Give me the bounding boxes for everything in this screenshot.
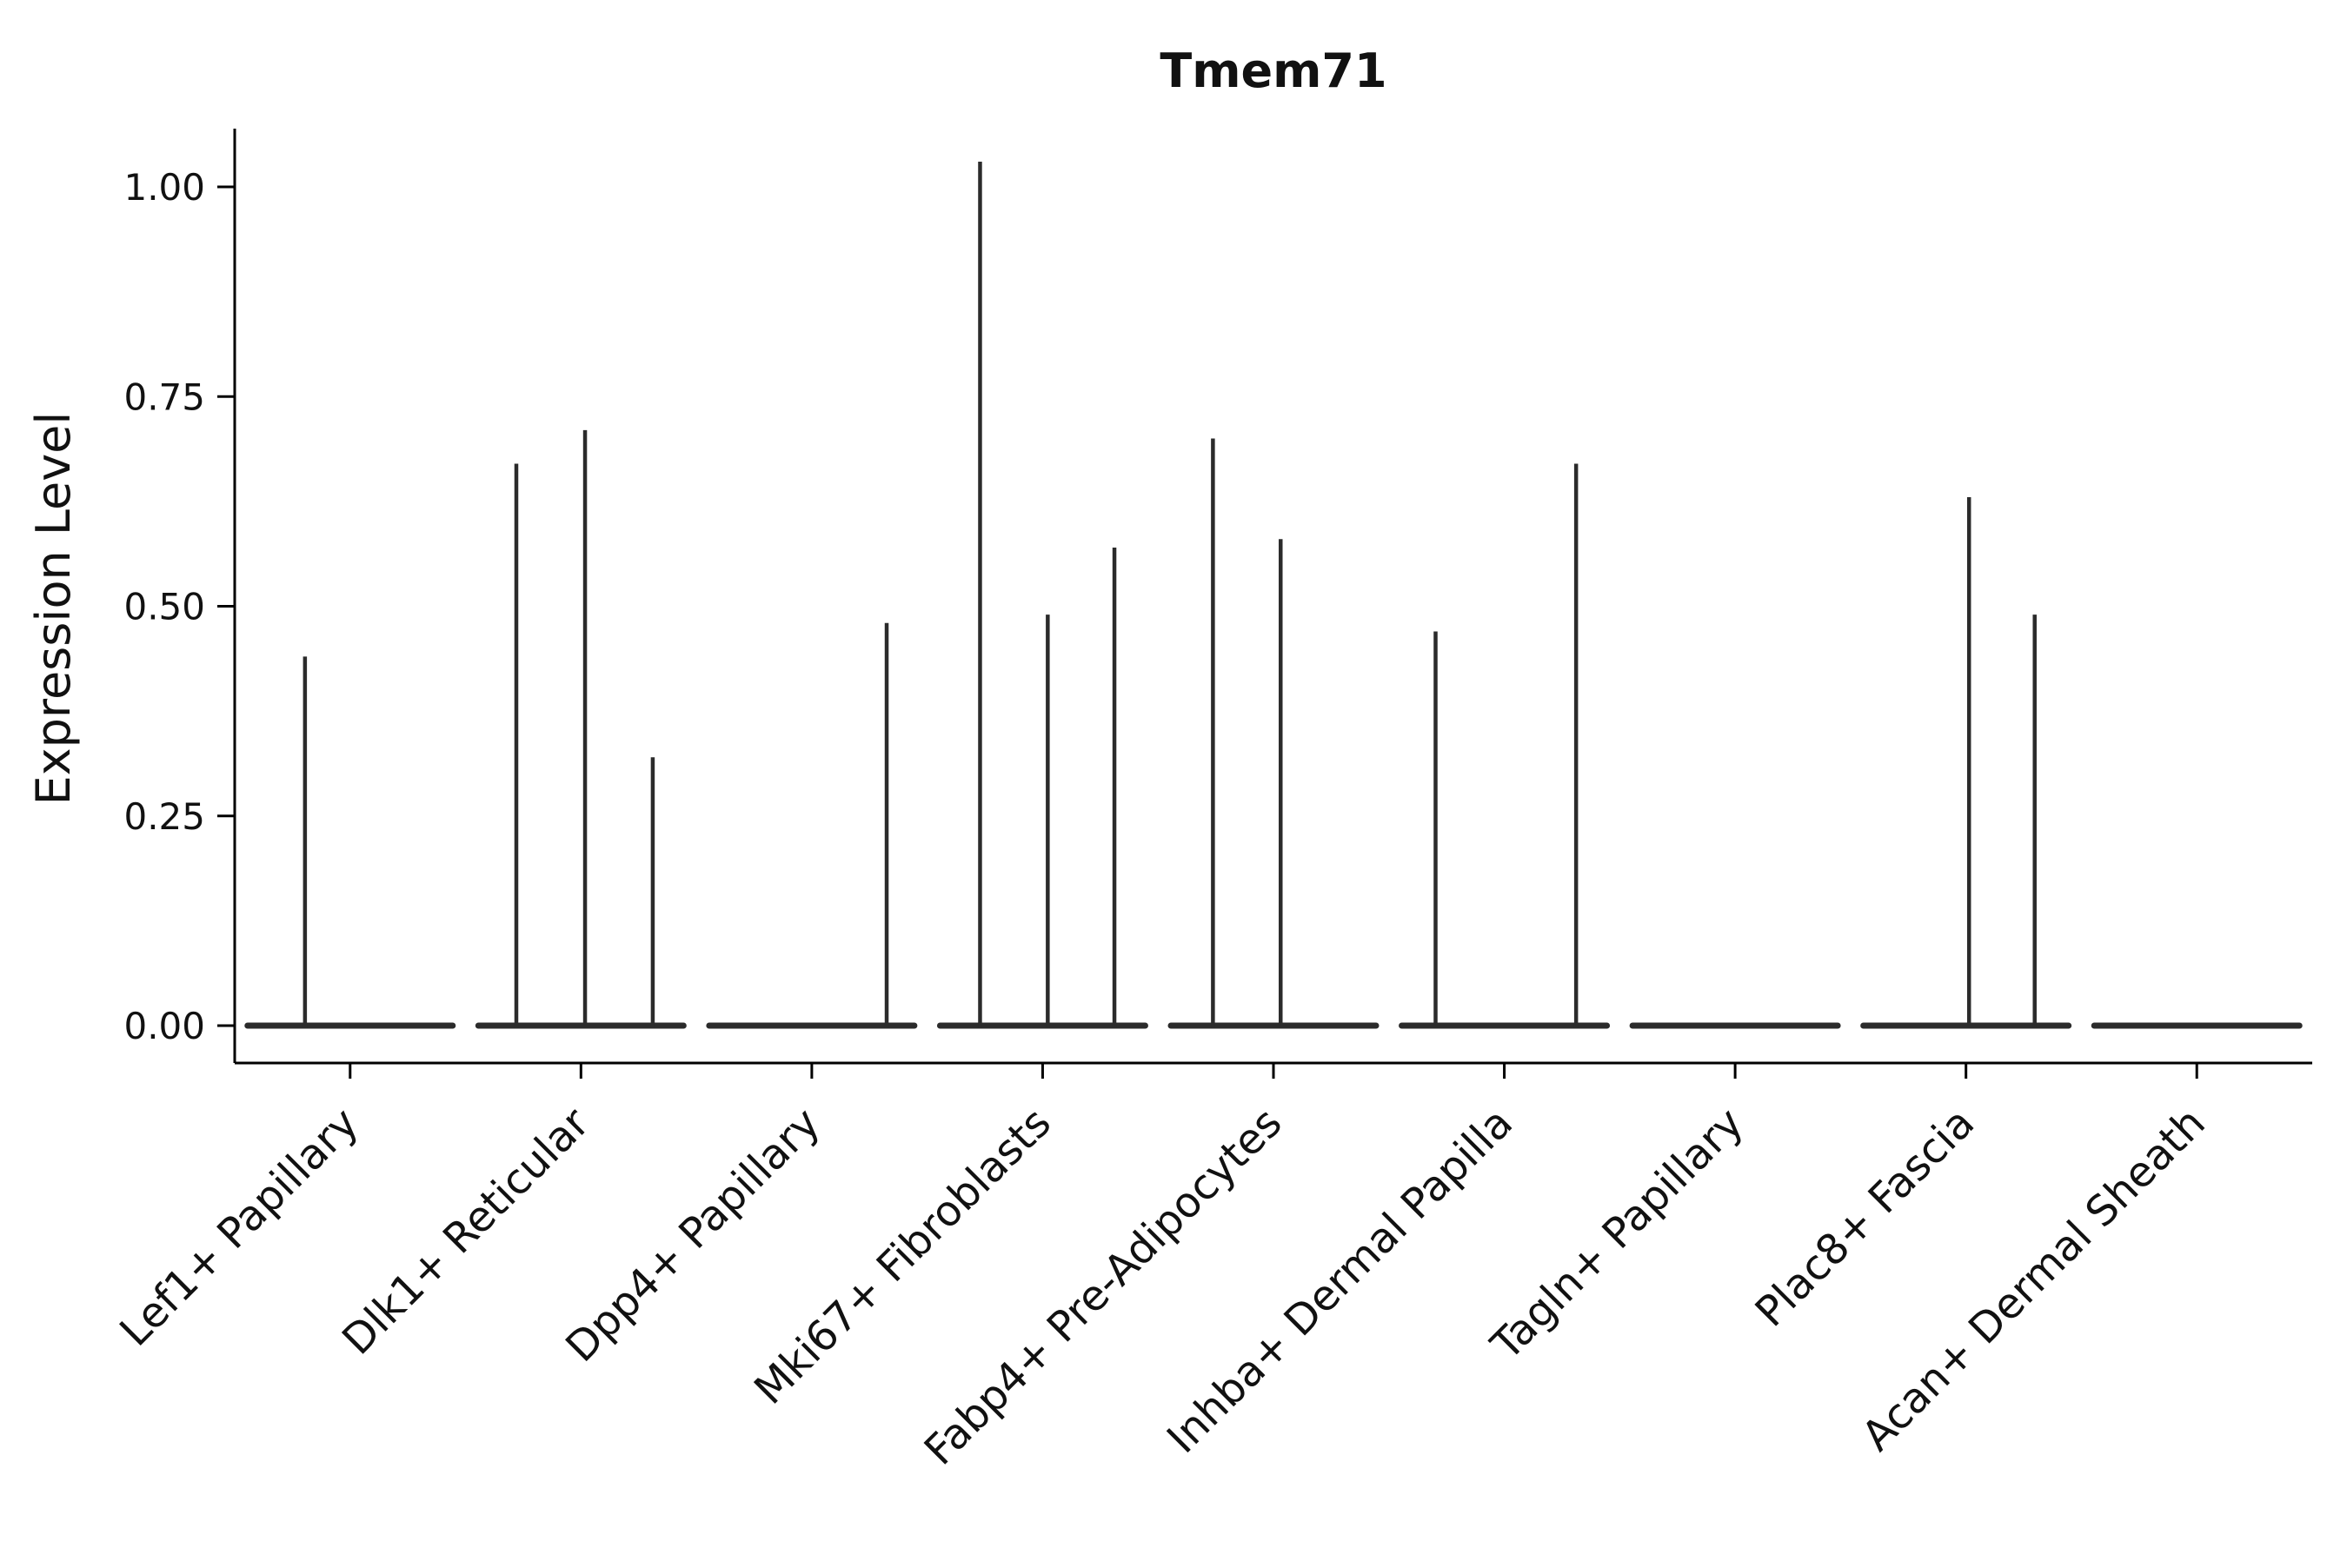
y-tick-label: 1.00 <box>123 166 205 209</box>
x-tick-label: Lef1+ Papillary <box>110 1099 368 1356</box>
x-tick-label: Tagln+ Papillary <box>1481 1099 1752 1370</box>
labels-layer: 0.00 0.25 0.50 0.75 1.00 Lef1+ PapillaryDlk1+… <box>110 166 2214 1475</box>
y-tick-label: 0.75 <box>123 375 205 418</box>
x-tick-label: Dlk1+ Reticular <box>333 1099 599 1365</box>
chart-title: Tmem71 <box>1160 43 1386 98</box>
y-axis-label: Expression Level <box>26 412 81 806</box>
y-tick-label: 0.50 <box>123 586 205 628</box>
violin-layer <box>244 162 2303 1029</box>
axes-layer <box>217 129 2312 1079</box>
y-tick-label: 0.00 <box>123 1005 205 1047</box>
x-tick-label: Plac8+ Fascia <box>1746 1099 1985 1337</box>
x-tick-label: Dpp4+ Papillary <box>556 1099 829 1372</box>
y-tick-label: 0.25 <box>123 795 205 838</box>
